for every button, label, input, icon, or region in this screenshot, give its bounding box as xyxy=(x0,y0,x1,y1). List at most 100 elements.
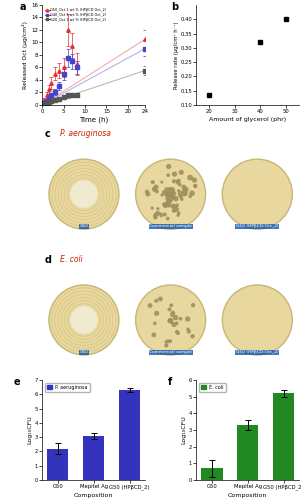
Circle shape xyxy=(136,285,206,355)
Y-axis label: Log₁₀CFU: Log₁₀CFU xyxy=(27,416,32,444)
X-axis label: Time (h): Time (h) xyxy=(79,117,108,123)
Text: G50: G50 xyxy=(79,224,88,228)
Circle shape xyxy=(186,317,190,321)
X-axis label: Amount of glycerol (phr): Amount of glycerol (phr) xyxy=(209,117,286,122)
Text: G50 (HPβCD:Oct_2): G50 (HPβCD:Oct_2) xyxy=(236,350,279,354)
Circle shape xyxy=(171,194,174,196)
Circle shape xyxy=(163,203,168,207)
Text: c: c xyxy=(45,129,51,139)
Circle shape xyxy=(173,316,178,320)
Circle shape xyxy=(49,159,119,229)
Circle shape xyxy=(169,193,171,196)
Circle shape xyxy=(155,300,158,302)
Legend: G50_Oct 1 wt.% (HPβCD:Oct_2), G40_Oct 1 wt.% (HPβCD:Oct_2), G20_Oct 1 wt.% (HPβC: G50_Oct 1 wt.% (HPβCD:Oct_2), G40_Oct 1 … xyxy=(44,6,108,23)
Circle shape xyxy=(188,176,192,180)
Circle shape xyxy=(165,344,168,347)
Circle shape xyxy=(169,197,172,201)
Circle shape xyxy=(173,172,177,176)
Circle shape xyxy=(178,180,180,182)
Circle shape xyxy=(178,190,180,192)
Circle shape xyxy=(184,188,188,192)
Circle shape xyxy=(146,192,150,196)
Circle shape xyxy=(224,160,291,228)
Circle shape xyxy=(190,191,194,196)
Circle shape xyxy=(50,286,117,354)
Circle shape xyxy=(177,180,179,182)
Circle shape xyxy=(50,160,117,228)
Circle shape xyxy=(194,185,196,188)
Circle shape xyxy=(169,192,173,194)
Circle shape xyxy=(154,185,158,189)
Text: d: d xyxy=(45,255,52,265)
Circle shape xyxy=(155,312,159,315)
Circle shape xyxy=(170,193,173,196)
Text: a: a xyxy=(20,2,26,12)
Circle shape xyxy=(148,304,152,307)
Circle shape xyxy=(172,209,175,212)
Circle shape xyxy=(182,186,186,189)
Circle shape xyxy=(157,208,159,210)
Circle shape xyxy=(175,208,178,212)
Legend: E. coli: E. coli xyxy=(199,382,226,392)
Text: b: b xyxy=(171,2,178,12)
Circle shape xyxy=(172,196,175,199)
Bar xyxy=(201,468,223,480)
Circle shape xyxy=(168,195,170,198)
Circle shape xyxy=(191,304,194,306)
Text: P. aeruginosa: P. aeruginosa xyxy=(60,129,111,138)
Circle shape xyxy=(182,189,186,193)
Circle shape xyxy=(171,312,175,315)
Circle shape xyxy=(177,332,179,334)
Circle shape xyxy=(169,192,173,196)
Circle shape xyxy=(170,320,172,322)
Circle shape xyxy=(179,318,182,320)
Circle shape xyxy=(161,181,163,183)
Circle shape xyxy=(174,196,178,200)
Bar xyxy=(83,436,104,480)
Circle shape xyxy=(187,330,190,333)
Circle shape xyxy=(222,285,292,355)
Text: f: f xyxy=(168,377,172,387)
Bar xyxy=(119,390,140,480)
Circle shape xyxy=(168,188,171,191)
Text: Commercial sample: Commercial sample xyxy=(149,350,192,354)
Circle shape xyxy=(172,192,176,196)
Text: G50: G50 xyxy=(79,350,88,354)
Circle shape xyxy=(167,164,171,168)
Circle shape xyxy=(191,334,194,338)
Circle shape xyxy=(169,200,172,202)
Circle shape xyxy=(71,307,97,333)
Circle shape xyxy=(165,192,167,194)
Bar xyxy=(237,425,259,480)
Circle shape xyxy=(162,190,166,194)
Circle shape xyxy=(152,333,156,336)
Circle shape xyxy=(154,322,156,324)
Circle shape xyxy=(166,196,170,200)
Circle shape xyxy=(172,204,176,208)
Circle shape xyxy=(166,340,169,342)
Circle shape xyxy=(168,308,171,310)
Circle shape xyxy=(169,193,172,196)
Circle shape xyxy=(49,285,119,355)
Circle shape xyxy=(167,174,169,176)
Circle shape xyxy=(165,188,169,192)
Circle shape xyxy=(165,341,167,343)
Circle shape xyxy=(163,203,166,206)
Circle shape xyxy=(169,340,172,342)
Circle shape xyxy=(168,318,172,322)
Circle shape xyxy=(183,193,186,196)
Circle shape xyxy=(151,207,153,209)
Circle shape xyxy=(171,205,174,208)
Circle shape xyxy=(167,192,169,194)
Circle shape xyxy=(194,184,197,188)
Circle shape xyxy=(165,202,168,206)
Circle shape xyxy=(179,194,182,198)
Circle shape xyxy=(172,322,176,326)
Circle shape xyxy=(170,188,174,192)
Circle shape xyxy=(71,181,97,208)
X-axis label: Composition: Composition xyxy=(74,492,113,498)
Circle shape xyxy=(184,192,187,195)
Circle shape xyxy=(161,194,163,196)
Circle shape xyxy=(159,297,162,300)
Circle shape xyxy=(154,214,157,216)
